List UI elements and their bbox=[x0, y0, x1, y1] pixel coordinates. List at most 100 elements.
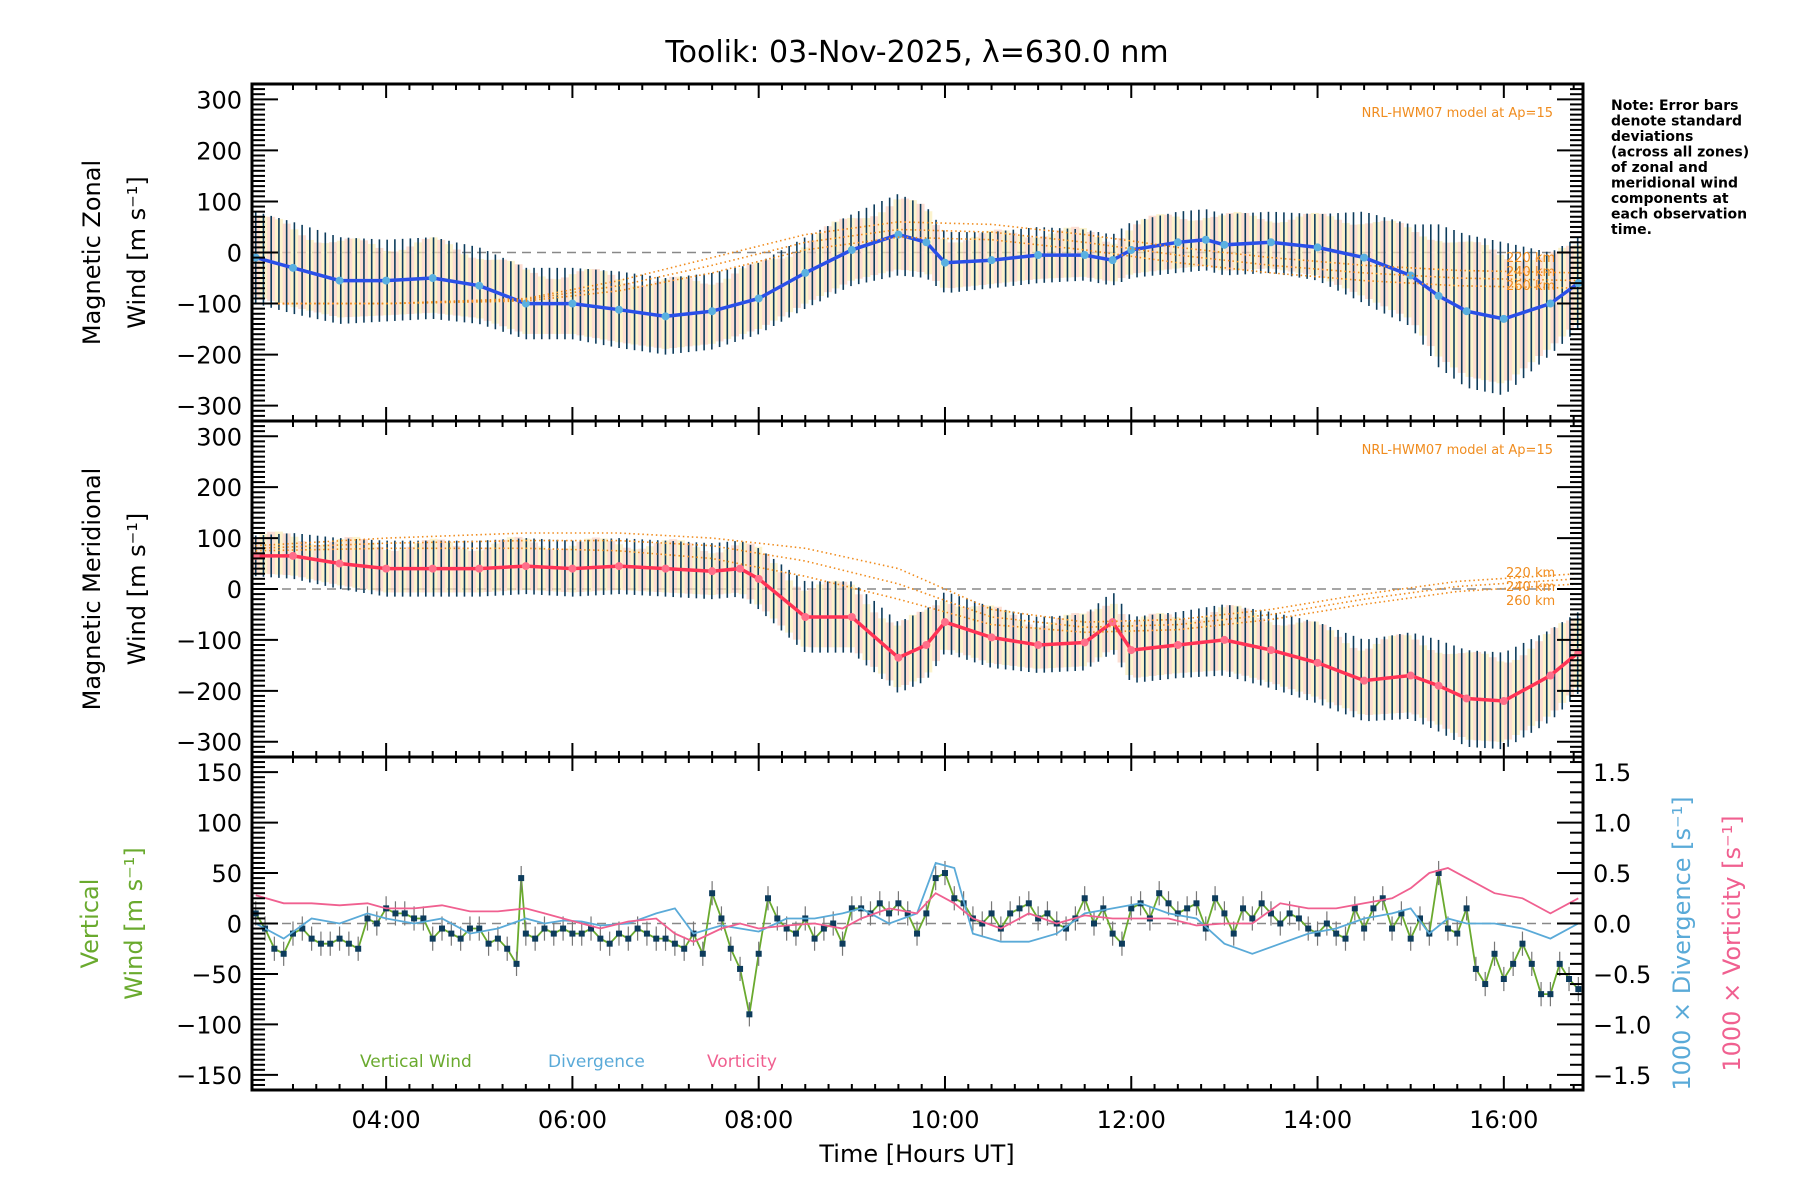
data-point bbox=[783, 925, 790, 932]
data-point bbox=[1034, 641, 1043, 649]
data-point bbox=[940, 618, 949, 627]
data-point bbox=[1220, 240, 1229, 249]
data-point bbox=[1370, 905, 1377, 912]
data-point bbox=[708, 567, 717, 576]
data-point bbox=[578, 930, 585, 937]
data-point bbox=[1519, 940, 1526, 947]
y-tick-label: 0 bbox=[227, 911, 242, 939]
y-tick-label: −150 bbox=[176, 1062, 242, 1090]
data-point bbox=[439, 925, 446, 932]
data-point bbox=[1080, 251, 1089, 260]
y-tick-label: 100 bbox=[196, 810, 242, 838]
data-point bbox=[420, 915, 427, 922]
data-point bbox=[987, 633, 996, 642]
data-point bbox=[922, 238, 931, 247]
data-point bbox=[280, 950, 287, 957]
data-point bbox=[271, 945, 278, 952]
x-tick-label: 04:00 bbox=[352, 1106, 421, 1134]
data-point bbox=[979, 920, 986, 927]
data-point bbox=[288, 263, 297, 272]
y-tick-label: 100 bbox=[196, 525, 242, 553]
data-point bbox=[1267, 910, 1274, 917]
data-point bbox=[466, 925, 473, 932]
data-point bbox=[847, 245, 856, 254]
data-point bbox=[494, 935, 501, 942]
data-point bbox=[1249, 915, 1256, 922]
data-point bbox=[671, 940, 678, 947]
data-point bbox=[614, 305, 623, 314]
data-point bbox=[1556, 960, 1563, 967]
data-point bbox=[1500, 976, 1507, 982]
data-point bbox=[820, 925, 827, 932]
data-point bbox=[662, 935, 669, 942]
y-tick-label: −100 bbox=[176, 291, 242, 319]
data-point bbox=[521, 562, 530, 571]
x-tick-label: 14:00 bbox=[1283, 1106, 1352, 1134]
vorticity-axis-title: 1000 × Vorticity [s⁻¹] bbox=[1718, 815, 1746, 1071]
data-point bbox=[513, 960, 520, 967]
model-altitude-label: 220 km bbox=[1506, 566, 1555, 581]
data-point bbox=[941, 870, 948, 877]
data-point bbox=[428, 274, 437, 283]
y-tick-label: −200 bbox=[176, 342, 242, 370]
y2-tick-label: −1.0 bbox=[1593, 1011, 1651, 1039]
data-point bbox=[1482, 981, 1489, 988]
y-tick-label: −100 bbox=[176, 1011, 242, 1039]
data-point bbox=[1314, 930, 1321, 937]
y2-tick-label: 1.0 bbox=[1593, 810, 1631, 838]
data-point bbox=[746, 1011, 753, 1018]
data-point bbox=[335, 559, 344, 568]
data-point bbox=[614, 562, 623, 571]
data-point bbox=[1286, 910, 1293, 917]
data-point bbox=[1444, 925, 1451, 932]
data-point bbox=[1165, 900, 1172, 907]
data-point bbox=[709, 890, 716, 897]
data-point bbox=[847, 613, 856, 621]
data-point bbox=[811, 935, 818, 942]
data-point bbox=[518, 875, 525, 882]
data-point bbox=[485, 940, 492, 947]
data-point bbox=[886, 910, 893, 917]
data-point bbox=[1351, 905, 1358, 912]
data-point bbox=[1258, 900, 1265, 907]
y-axis-title: Vertical bbox=[76, 879, 104, 969]
data-point bbox=[894, 653, 903, 662]
x-tick-label: 16:00 bbox=[1469, 1106, 1538, 1134]
data-point bbox=[792, 930, 799, 937]
hwm07-220-km-line bbox=[255, 532, 1579, 623]
data-point bbox=[774, 915, 781, 922]
data-point bbox=[1472, 965, 1479, 972]
data-point bbox=[327, 940, 334, 947]
data-point bbox=[355, 945, 362, 952]
vorticity-line bbox=[255, 867, 1579, 943]
x-tick-label: 08:00 bbox=[724, 1106, 793, 1134]
data-point bbox=[755, 950, 762, 957]
data-point bbox=[932, 875, 939, 882]
divergence-axis-title: 1000 × Divergence [s⁻¹] bbox=[1668, 796, 1696, 1090]
y-tick-label: −100 bbox=[176, 627, 242, 655]
data-point bbox=[987, 256, 996, 265]
model-altitude-label: 260 km bbox=[1506, 279, 1555, 294]
data-point bbox=[1435, 870, 1442, 877]
data-point bbox=[1173, 238, 1182, 247]
data-point bbox=[1240, 905, 1247, 912]
data-point bbox=[382, 564, 391, 573]
data-point bbox=[634, 925, 641, 932]
data-point bbox=[568, 299, 577, 308]
data-point bbox=[1174, 910, 1181, 917]
data-point bbox=[1463, 905, 1470, 912]
note-line: (across all zones) bbox=[1611, 145, 1749, 161]
data-point bbox=[522, 930, 529, 937]
data-point bbox=[560, 925, 567, 932]
y-tick-label: 200 bbox=[196, 137, 242, 165]
data-point bbox=[1035, 915, 1042, 922]
data-point bbox=[1201, 235, 1210, 244]
data-point bbox=[364, 915, 371, 922]
y-tick-label: 300 bbox=[196, 86, 242, 114]
data-point bbox=[1313, 658, 1322, 667]
data-point bbox=[643, 930, 650, 937]
data-point bbox=[550, 930, 557, 937]
data-point bbox=[1127, 646, 1136, 655]
note-line: meridional wind bbox=[1611, 176, 1738, 192]
